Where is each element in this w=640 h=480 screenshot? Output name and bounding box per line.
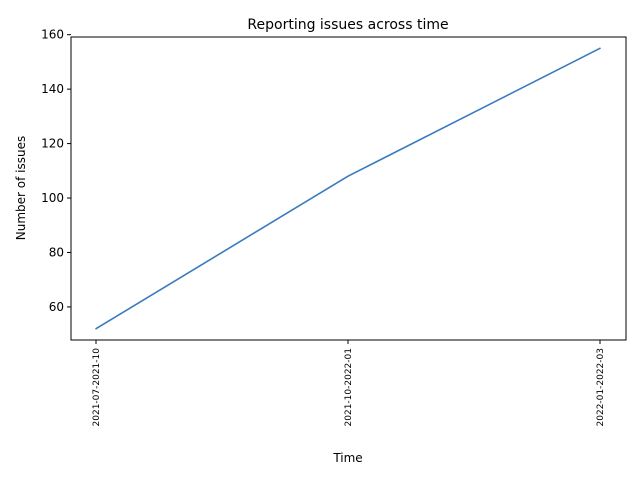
y-axis-label: Number of issues — [14, 136, 28, 240]
data-point — [95, 327, 97, 330]
y-tick-label: 160 — [41, 28, 64, 42]
x-axis: 2021-07-2021-10 2021-10-2022-01 2022-01-20… — [92, 340, 606, 426]
data-point — [599, 47, 601, 50]
y-tick-label: 140 — [41, 82, 64, 96]
series-layer — [95, 47, 601, 330]
y-tick-label: 120 — [41, 137, 64, 151]
series-line — [95, 47, 601, 330]
y-tick-label: 100 — [41, 191, 64, 205]
chart-title: Reporting issues across time — [247, 17, 448, 33]
y-tick-label: 60 — [49, 300, 64, 314]
x-tick-label: 2021-07-2021-10 — [92, 348, 102, 427]
x-tick-label: 2022-01-2022-03 — [596, 348, 606, 426]
data-point — [347, 175, 349, 178]
y-axis: 60 80 100 120 140 160 — [41, 28, 71, 314]
y-tick-label: 80 — [49, 245, 64, 259]
plot-frame — [70, 36, 627, 341]
x-tick-label: 2021-10-2022-01 — [344, 348, 354, 426]
x-axis-label: Time — [332, 451, 362, 465]
